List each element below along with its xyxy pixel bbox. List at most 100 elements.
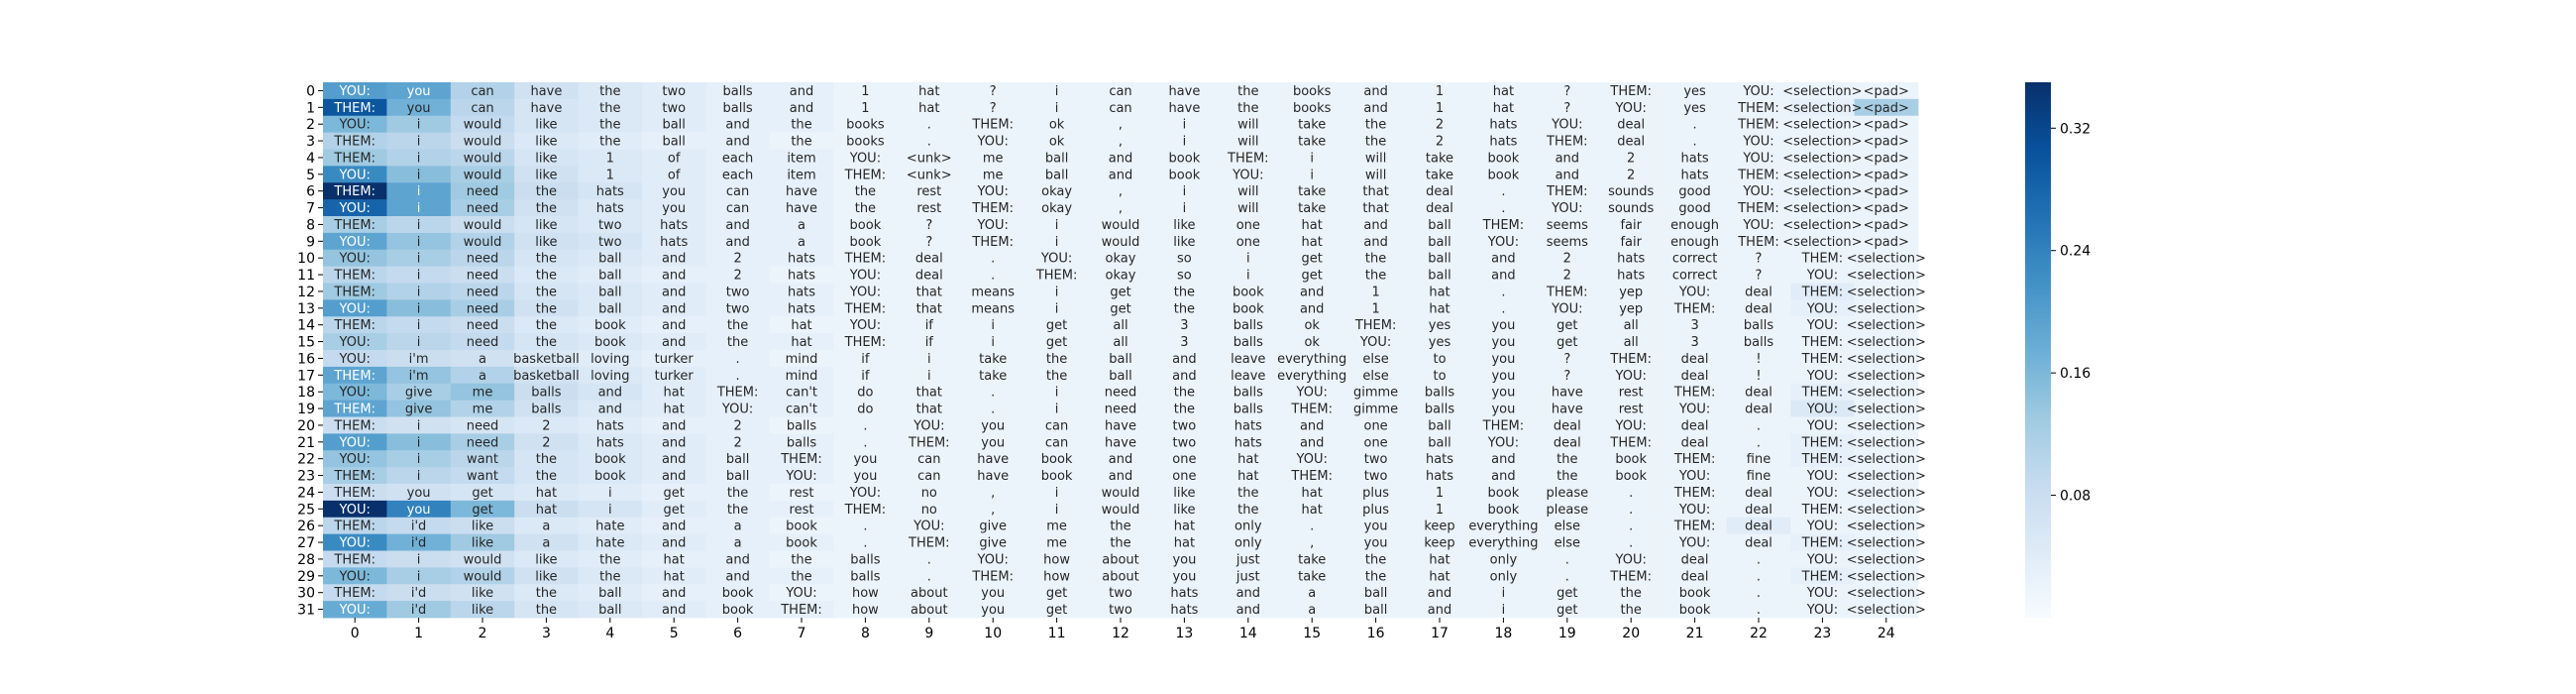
heatmap-cell [1599,450,1664,468]
heatmap-cell [1024,400,1090,417]
heatmap-cell [897,450,962,468]
heatmap-cell [1407,232,1472,251]
cell-label: YOU: [977,184,1009,199]
cell-label: hat [1174,520,1195,534]
heatmap-cell [897,350,962,368]
cell-label: how [1043,569,1070,584]
heatmap-cell [1343,316,1409,334]
heatmap-cell [1471,249,1536,268]
heatmap-cell [1471,484,1536,502]
cell-label: and [725,569,749,584]
x-tick-label: 22 [1750,626,1768,641]
heatmap-cell [578,533,643,551]
heatmap-cell [1535,350,1600,368]
heatmap-cell [1216,316,1281,334]
cell-label: deal [1426,201,1453,216]
heatmap-cell [642,350,706,368]
heatmap-cell [1024,333,1090,351]
cell-label: ok [1304,318,1320,333]
heatmap-cell [1726,232,1791,251]
heatmap-cell [961,366,1025,385]
heatmap-cell [1471,166,1536,183]
cell-label: THEM: [1673,486,1716,501]
cell-label: THEM: [1801,285,1844,299]
cell-label: deal [1681,352,1709,367]
cell-label: hats [1617,269,1645,284]
cell-label: a [734,536,742,551]
heatmap-cell [1599,232,1664,251]
heatmap-cell [514,450,579,468]
heatmap-cell [833,484,898,502]
cell-label: deal [915,269,943,284]
x-tick-label: 6 [733,626,742,641]
cell-label: THEM: [1737,235,1779,250]
heatmap-cell [1535,450,1600,468]
cell-label: rest [916,201,941,216]
cell-label: seems [1547,235,1588,250]
heatmap-cell [1854,98,1919,117]
heatmap-cell [450,517,515,535]
heatmap-cell [642,98,706,117]
heatmap-cell [769,550,834,568]
cell-label: you [407,101,431,116]
heatmap-cell [1216,283,1281,300]
heatmap-cell [705,467,771,485]
heatmap-cell [1535,249,1600,268]
heatmap-cell [1726,517,1791,535]
cell-label: ball [1428,435,1450,450]
cell-label: hat [664,403,685,417]
heatmap-cell [514,232,579,251]
cell-label: . [1629,536,1633,551]
cell-label: need [467,201,499,216]
cell-label: you [1172,569,1196,584]
cell-label: book [722,586,754,601]
cell-label: me [1046,536,1067,551]
heatmap-cell [1790,283,1855,300]
cell-label: the [727,503,748,518]
heatmap-cell [1152,316,1217,334]
heatmap-cell [1726,333,1791,351]
cell-label: YOU: [1806,469,1838,484]
heatmap-cell [1024,433,1090,451]
x-tick-label: 18 [1494,626,1512,641]
heatmap-cell [1152,484,1217,502]
cell-label: hat [1237,452,1258,467]
heatmap-cell [833,533,898,551]
heatmap-cell [897,82,962,100]
cell-label: THEM: [1673,452,1716,467]
cell-label: ? [990,101,997,116]
cell-label: ball [1045,151,1068,166]
heatmap-cell [1280,517,1344,535]
cell-label: deal [1681,369,1709,384]
cell-label: fair [1620,218,1642,233]
cell-label: THEM: [333,369,376,384]
heatmap-cell [1407,115,1472,134]
cell-label: the [536,335,557,350]
heatmap-cell [1535,467,1600,485]
heatmap-cell [1599,249,1664,268]
cell-label: hat [1429,569,1449,584]
heatmap-cell [1471,450,1536,468]
heatmap-cell [1535,484,1600,502]
cell-label: THEM: [333,418,376,433]
cell-label: the [536,201,557,216]
y-tick-label: 3 [306,134,315,150]
cell-label: . [1757,552,1761,567]
heatmap-cell [1088,266,1153,284]
heatmap-cell [514,601,579,619]
heatmap-cell [1535,132,1600,150]
heatmap-cell [1790,299,1855,317]
heatmap-cell [514,350,579,368]
heatmap-cell [386,266,452,284]
heatmap-cell [578,333,643,351]
heatmap-cell [1280,316,1344,334]
cell-label: take [1298,184,1326,199]
heatmap-cell [1535,115,1600,134]
x-tick-label: 19 [1558,626,1576,641]
cell-label: like [1173,486,1195,501]
heatmap-cell [833,98,898,117]
heatmap-cell [961,132,1025,150]
heatmap-cell [1471,299,1536,317]
cell-label: ball [1428,235,1450,250]
heatmap-cell [450,199,515,217]
